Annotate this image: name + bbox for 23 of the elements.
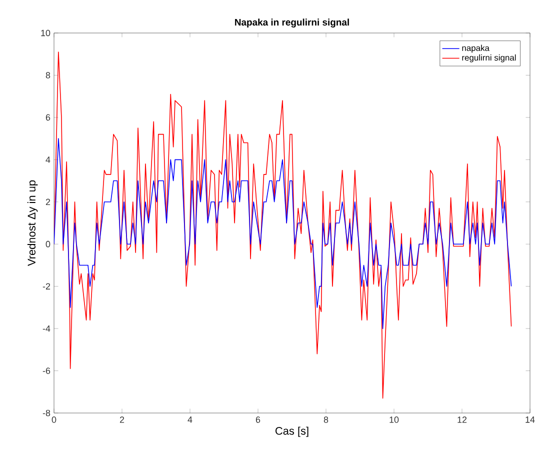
y-tick-label: -4	[42, 325, 50, 332]
y-tick-label: 10	[41, 30, 50, 36]
x-tick-label: 8	[324, 416, 328, 423]
x-tick-label: 12	[458, 416, 467, 423]
y-tick-label: -8	[42, 410, 50, 416]
x-tick-label: 6	[256, 416, 260, 423]
x-tick-label: 10	[390, 416, 399, 423]
x-tick-label: 14	[526, 416, 535, 423]
y-tick-label: 0	[46, 240, 50, 248]
y-tick-label: 8	[46, 72, 50, 78]
x-tick-label: 4	[188, 416, 192, 423]
x-tick-label: 2	[120, 416, 124, 423]
legend-label: regulirni signal	[462, 54, 516, 62]
y-tick-label: 2	[46, 198, 50, 206]
y-tick-label: 4	[46, 156, 50, 163]
y-tick-label: -2	[42, 283, 50, 290]
chart-title: Napaka in regulirni signal	[235, 18, 349, 28]
x-tick-label: 0	[52, 416, 56, 423]
y-tick-label: -6	[42, 368, 50, 374]
legend-label: napaka	[462, 44, 490, 53]
x-axis-title: Cas [s]	[276, 426, 308, 437]
y-tick-label: 6	[46, 114, 50, 121]
y-axis-title: Vrednost Δy in up	[27, 180, 38, 266]
